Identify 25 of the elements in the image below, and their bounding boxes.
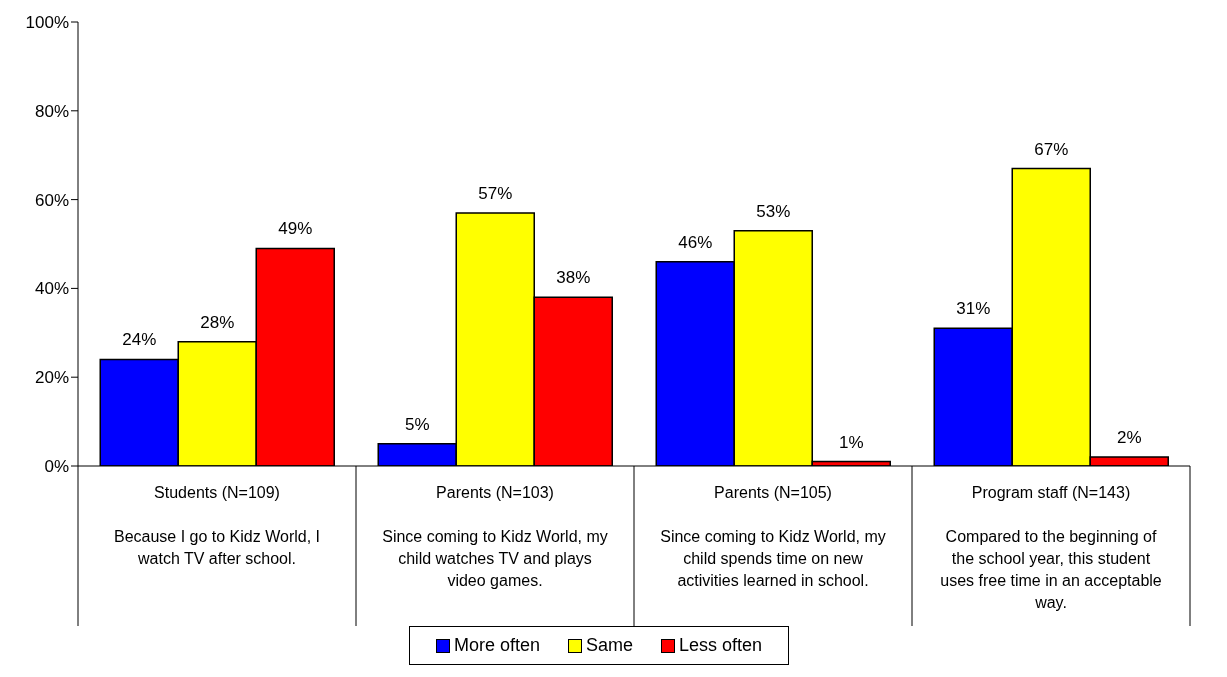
y-tick-label: 0% <box>44 457 69 477</box>
data-label: 2% <box>1116 428 1142 448</box>
data-label: 5% <box>404 414 430 434</box>
data-label: 31% <box>956 299 991 319</box>
category-label: Program staff (N=143) Compared to the beginning of the school year, this student uses free time in an acceptable way. <box>940 484 1162 611</box>
data-label: 53% <box>756 201 791 221</box>
legend-label: Same <box>584 635 633 656</box>
y-tick-label: 80% <box>34 101 69 121</box>
legend-label: Less often <box>678 635 763 656</box>
y-tick-label: 20% <box>34 368 69 388</box>
data-label: 57% <box>478 183 513 203</box>
data-label: 38% <box>556 268 591 288</box>
y-tick-label: 100% <box>25 13 69 33</box>
data-label: 28% <box>200 312 235 332</box>
data-label: 67% <box>1034 139 1069 159</box>
data-label: 24% <box>122 330 157 350</box>
category-label: Parents (N=103) Since coming to Kidz World, my child watches TV and plays video games. <box>382 484 608 589</box>
category-label: Parents (N=105) Since coming to Kidz World, my child spends time on new activities learned in school. <box>660 484 886 589</box>
category-label: Students (N=109) Because I go to Kidz World, I watch TV after school. <box>113 484 321 567</box>
data-label: 49% <box>278 219 313 239</box>
y-tick-label: 60% <box>34 190 69 210</box>
data-label: 46% <box>678 232 713 252</box>
data-label: 1% <box>838 432 864 452</box>
y-tick-label: 40% <box>34 279 69 299</box>
legend-label: More often <box>452 635 540 656</box>
